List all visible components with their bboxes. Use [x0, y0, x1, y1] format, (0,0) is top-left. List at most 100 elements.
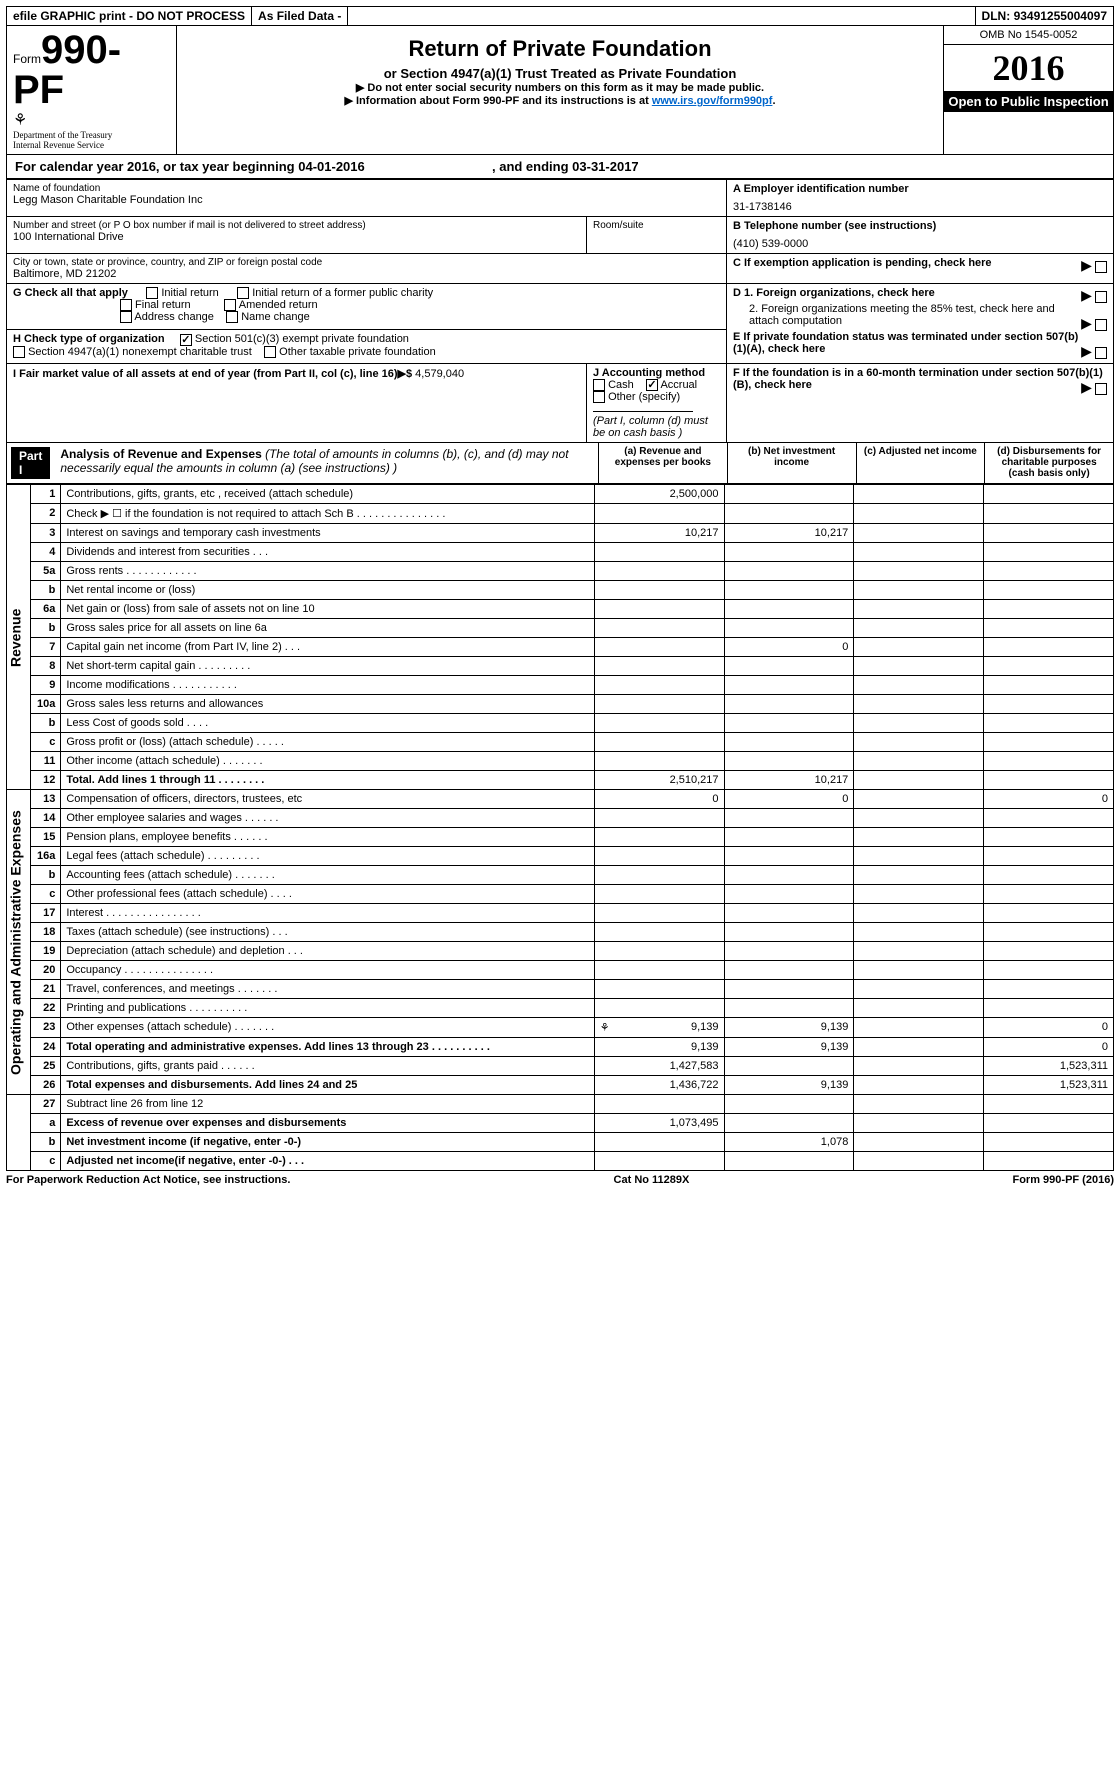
ledger-row: 17Interest . . . . . . . . . . . . . . .… [7, 904, 1114, 923]
amount-b: 0 [724, 638, 854, 657]
j-cash-checkbox[interactable] [593, 379, 605, 391]
amount-a [594, 847, 724, 866]
ledger-row: 11Other income (attach schedule) . . . .… [7, 752, 1114, 771]
amount-a [594, 866, 724, 885]
ledger-row: 12Total. Add lines 1 through 11 . . . . … [7, 771, 1114, 790]
amount-c [854, 885, 984, 904]
line-desc: Net rental income or (loss) [61, 581, 594, 600]
amount-b [724, 999, 854, 1018]
amount-d [984, 999, 1114, 1018]
amount-b: 10,217 [724, 771, 854, 790]
g-initial-former-checkbox[interactable] [237, 287, 249, 299]
amount-b [724, 695, 854, 714]
open-public: Open to Public Inspection [944, 91, 1113, 112]
amount-c [854, 676, 984, 695]
line-desc: Other employee salaries and wages . . . … [61, 809, 594, 828]
ledger-row: 15Pension plans, employee benefits . . .… [7, 828, 1114, 847]
amount-c [854, 790, 984, 809]
amount-d [984, 714, 1114, 733]
ledger-row: 16aLegal fees (attach schedule) . . . . … [7, 847, 1114, 866]
title-col: Return of Private Foundation or Section … [177, 26, 943, 154]
amount-a [594, 999, 724, 1018]
g-namechange-checkbox[interactable] [226, 311, 238, 323]
col-c-header: (c) Adjusted net income [857, 443, 986, 483]
line-desc: Accounting fees (attach schedule) . . . … [61, 866, 594, 885]
h-opt2: Section 4947(a)(1) nonexempt charitable … [28, 346, 252, 358]
f-checkbox[interactable] [1095, 383, 1107, 395]
h-other-checkbox[interactable] [264, 346, 276, 358]
ledger-row: 14Other employee salaries and wages . . … [7, 809, 1114, 828]
ty-label1: For calendar year 2016, or tax year begi… [15, 159, 298, 174]
g-amended-checkbox[interactable] [224, 299, 236, 311]
j-accrual-checkbox[interactable] [646, 379, 658, 391]
amount-b [724, 562, 854, 581]
ledger-row: Revenue1Contributions, gifts, grants, et… [7, 485, 1114, 504]
line-number: 12 [31, 771, 61, 790]
room-label: Room/suite [593, 220, 720, 231]
line-number: b [31, 1133, 61, 1152]
amount-a [594, 942, 724, 961]
amount-b: 1,078 [724, 1133, 854, 1152]
amount-b [724, 485, 854, 504]
amount-b [724, 1095, 854, 1114]
e-checkbox[interactable] [1095, 347, 1107, 359]
line-number: b [31, 581, 61, 600]
line-number: 10a [31, 695, 61, 714]
amount-c [854, 1114, 984, 1133]
line-number: 3 [31, 524, 61, 543]
d2-label: 2. Foreign organizations meeting the 85%… [749, 303, 1055, 327]
g-label: G Check all that apply [13, 287, 128, 299]
j-other-checkbox[interactable] [593, 391, 605, 403]
irs-link[interactable]: www.irs.gov/form990pf [652, 95, 773, 107]
line-desc: Contributions, gifts, grants, etc , rece… [61, 485, 594, 504]
ein-value: 31-1738146 [733, 195, 1107, 213]
amount-d: 0 [984, 1038, 1114, 1057]
line-number: 24 [31, 1038, 61, 1057]
line-desc: Pension plans, employee benefits . . . .… [61, 828, 594, 847]
line-number: 27 [31, 1095, 61, 1114]
h-501c3-checkbox[interactable] [180, 334, 192, 346]
amount-a: 9,139 [594, 1038, 724, 1057]
ledger-row: 25Contributions, gifts, grants paid . . … [7, 1057, 1114, 1076]
amount-d [984, 923, 1114, 942]
line-desc: Gross sales price for all assets on line… [61, 619, 594, 638]
d2-checkbox[interactable] [1095, 319, 1107, 331]
amount-c [854, 619, 984, 638]
g-addrchange-checkbox[interactable] [120, 311, 132, 323]
line-number: 14 [31, 809, 61, 828]
amount-a: 2,510,217 [594, 771, 724, 790]
amount-c [854, 695, 984, 714]
amount-c [854, 923, 984, 942]
c-checkbox[interactable] [1095, 261, 1107, 273]
ledger-table: Revenue1Contributions, gifts, grants, et… [6, 484, 1114, 1171]
h-4947-checkbox[interactable] [13, 346, 25, 358]
amount-a: 10,217 [594, 524, 724, 543]
ledger-row: cAdjusted net income(if negative, enter … [7, 1152, 1114, 1171]
g-final-checkbox[interactable] [120, 299, 132, 311]
d1-checkbox[interactable] [1095, 291, 1107, 303]
dln-cell: DLN: 93491255004097 [976, 7, 1113, 25]
tax-year-row: For calendar year 2016, or tax year begi… [6, 155, 1114, 179]
ledger-row: 8Net short-term capital gain . . . . . .… [7, 657, 1114, 676]
amount-a [594, 809, 724, 828]
g-opt-2: Final return [135, 299, 191, 311]
amount-b [724, 866, 854, 885]
amount-c [854, 638, 984, 657]
amount-d [984, 543, 1114, 562]
line-desc: Contributions, gifts, grants paid . . . … [61, 1057, 594, 1076]
amount-c [854, 1076, 984, 1095]
j-cash: Cash [608, 379, 634, 391]
amount-c [854, 847, 984, 866]
g-initial-checkbox[interactable] [146, 287, 158, 299]
line-desc: Excess of revenue over expenses and disb… [61, 1114, 594, 1133]
ein-label: A Employer identification number [733, 183, 1107, 195]
ledger-row: 10aGross sales less returns and allowanc… [7, 695, 1114, 714]
amount-b [724, 809, 854, 828]
amount-a [594, 885, 724, 904]
ty-begin: 04-01-2016 [298, 159, 365, 174]
amount-c [854, 600, 984, 619]
line-number: 1 [31, 485, 61, 504]
line-number: c [31, 733, 61, 752]
amount-d [984, 695, 1114, 714]
line-desc: Other expenses (attach schedule) . . . .… [61, 1018, 594, 1038]
